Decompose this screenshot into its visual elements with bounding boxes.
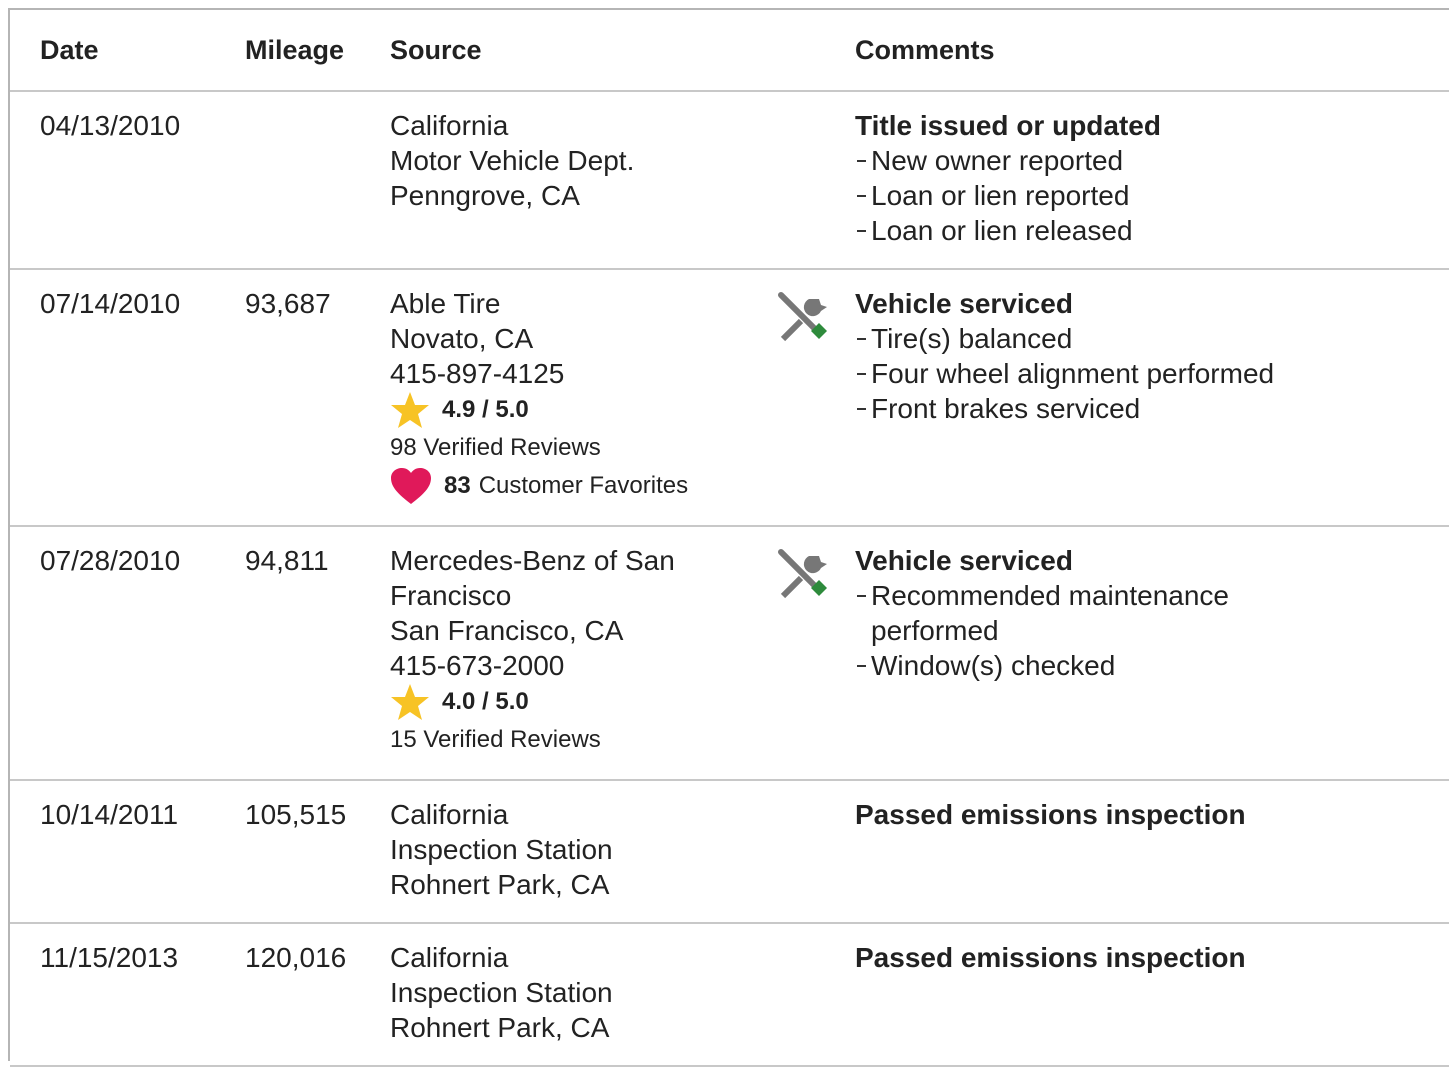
comment-text: Tire(s) balanced	[871, 321, 1291, 356]
star-icon	[390, 391, 430, 429]
comment-item: Tire(s) balanced	[855, 321, 1449, 356]
source-line: 415-673-2000	[390, 648, 730, 683]
mileage: 120,016	[245, 940, 390, 1045]
icon-cell	[775, 940, 855, 1045]
mileage: 94,811	[245, 543, 390, 759]
spacer	[10, 797, 40, 902]
mileage: 105,515	[245, 797, 390, 902]
comment-text: Loan or lien released	[871, 213, 1291, 248]
comment-text: Window(s) checked	[871, 648, 1291, 683]
comment-title: Title issued or updated	[855, 108, 1449, 143]
mileage	[245, 108, 390, 248]
column-header: Source	[390, 33, 775, 68]
spacer	[10, 286, 40, 505]
column-header: Date	[40, 33, 245, 68]
source-line: California	[390, 797, 730, 832]
comment-text: New owner reported	[871, 143, 1291, 178]
source-line: Motor Vehicle Dept.	[390, 143, 730, 178]
column-header: Mileage	[245, 33, 390, 68]
column-header: Comments	[855, 33, 1449, 68]
comment-text: Recommended maintenance performed	[871, 578, 1291, 648]
icon-cell	[775, 797, 855, 902]
dash	[857, 373, 866, 375]
source-line: Able Tire	[390, 286, 730, 321]
comment-item: Front brakes serviced	[855, 391, 1449, 426]
source-line: San Francisco, CA	[390, 613, 730, 648]
comment-item: Loan or lien reported	[855, 178, 1449, 213]
date: 04/13/2010	[40, 108, 245, 248]
dash	[857, 665, 866, 667]
comment-title: Passed emissions inspection	[855, 940, 1449, 975]
star-icon	[390, 683, 430, 721]
comments: Passed emissions inspection	[855, 940, 1449, 1045]
spacer	[10, 940, 40, 1045]
reviews: 98 Verified Reviews	[390, 429, 775, 467]
comment-item: Four wheel alignment performed	[855, 356, 1449, 391]
rating-value: 4.0 / 5.0	[442, 683, 529, 721]
comment-title: Vehicle serviced	[855, 543, 1449, 578]
date: 07/28/2010	[40, 543, 245, 759]
date: 10/14/2011	[40, 797, 245, 902]
favorites-label: Customer Favorites	[479, 467, 688, 505]
spacer	[10, 108, 40, 248]
comment-item: Recommended maintenance performed	[855, 578, 1449, 648]
source-line: California	[390, 940, 730, 975]
service-icon	[775, 289, 831, 345]
source-line: Rohnert Park, CA	[390, 867, 730, 902]
comment-item: Window(s) checked	[855, 648, 1449, 683]
source-line: California	[390, 108, 730, 143]
comment-title: Vehicle serviced	[855, 286, 1449, 321]
service-icon	[775, 546, 831, 602]
source-line: Inspection Station	[390, 975, 730, 1010]
icon-cell	[775, 286, 855, 505]
source-line: 415-897-4125	[390, 356, 730, 391]
comment-text: Loan or lien reported	[871, 178, 1291, 213]
comment-item: Loan or lien released	[855, 213, 1449, 248]
mileage: 93,687	[245, 286, 390, 505]
comment-title: Passed emissions inspection	[855, 797, 1449, 832]
rating-value: 4.9 / 5.0	[442, 391, 529, 429]
source-line: Inspection Station	[390, 832, 730, 867]
comment-item: New owner reported	[855, 143, 1449, 178]
dash	[857, 408, 866, 410]
comment-text: Four wheel alignment performed	[871, 356, 1291, 391]
date: 11/15/2013	[40, 940, 245, 1045]
favorites-count: 83	[444, 467, 471, 505]
dash	[857, 230, 866, 232]
icon-cell	[775, 108, 855, 248]
dash	[857, 160, 866, 162]
dash	[857, 338, 866, 340]
source-line: Novato, CA	[390, 321, 730, 356]
icon-cell	[775, 543, 855, 759]
comments: Passed emissions inspection	[855, 797, 1449, 902]
dash	[857, 595, 866, 597]
reviews: 15 Verified Reviews	[390, 721, 775, 759]
date: 07/14/2010	[40, 286, 245, 505]
source-line: Rohnert Park, CA	[390, 1010, 730, 1045]
rating: 4.9 / 5.0	[390, 391, 775, 429]
comment-text: Front brakes serviced	[871, 391, 1291, 426]
source-line: Mercedes-Benz of San Francisco	[390, 543, 730, 613]
dash	[857, 195, 866, 197]
heart-icon	[390, 467, 432, 505]
source-line: Penngrove, CA	[390, 178, 730, 213]
rating: 4.0 / 5.0	[390, 683, 775, 721]
spacer	[10, 543, 40, 759]
